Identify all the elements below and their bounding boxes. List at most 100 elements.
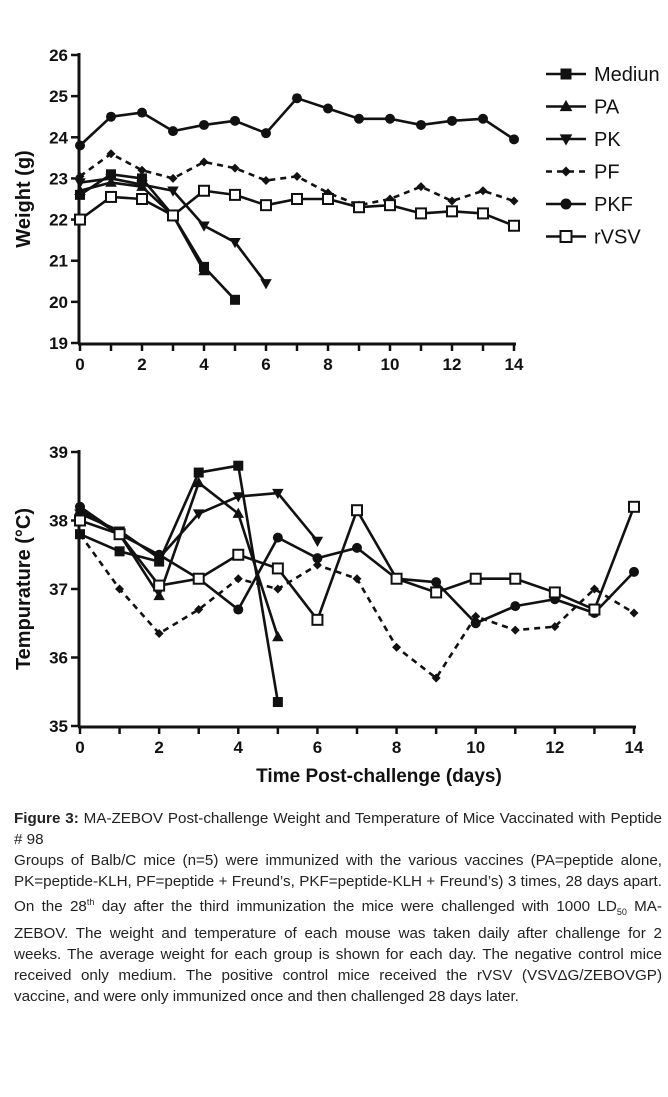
series-rvsv-point	[153, 579, 166, 592]
y-tick-label: 23	[49, 169, 68, 188]
caption-body-2: day after the third immunization the mic…	[94, 898, 617, 916]
x-tick-label: 0	[75, 738, 84, 757]
series-rvsv-point	[469, 572, 482, 585]
series-pf-point	[392, 642, 402, 652]
series-pf-point	[589, 584, 599, 594]
series-pkf-point	[106, 111, 116, 122]
y-tick-label: 35	[49, 717, 68, 736]
series-pkf-point	[272, 532, 283, 543]
series-pk-point	[311, 536, 324, 548]
series-rvsv-point	[430, 586, 443, 599]
y-tick-label: 39	[49, 443, 68, 462]
series-pkf-point	[431, 577, 442, 588]
series-rvsv-point	[271, 562, 284, 575]
caption-sub-50: 50	[616, 907, 627, 918]
series-pf-point	[447, 196, 457, 206]
series-rvsv-point	[353, 201, 365, 214]
legend-pa-label: PA	[594, 97, 620, 119]
series-pkf-point	[75, 501, 85, 512]
series-pf-point	[168, 173, 178, 183]
series-rvsv-point	[260, 199, 272, 212]
series-pa-point	[272, 630, 284, 642]
series-pa-point	[192, 476, 205, 488]
series-pk-point	[74, 178, 86, 189]
series-pf-point	[312, 560, 322, 570]
x-tick-label: 2	[154, 738, 163, 757]
series-rvsv-point	[136, 193, 148, 205]
x-tick-label: 8	[392, 738, 401, 757]
series-pk-point	[136, 180, 148, 191]
legend-pf-marker	[561, 166, 571, 177]
legend: Mediun PA PK PF PKF rVSV	[546, 64, 660, 249]
series-rvsv-point	[322, 193, 334, 205]
series-pk-point	[260, 279, 272, 290]
series-pf-point	[233, 574, 243, 584]
series-rvsv-point	[477, 207, 489, 220]
series-pa-point	[198, 265, 210, 276]
series-pf-point	[261, 175, 271, 185]
series-pf-point	[292, 171, 302, 181]
y-axis-label: Weight (g)	[13, 150, 35, 247]
y-tick-label: 38	[49, 512, 68, 531]
series-pf-point	[199, 157, 209, 167]
x-tick-label: 10	[381, 355, 400, 374]
series-rvsv-point	[415, 207, 427, 220]
series-mediun-line	[79, 464, 280, 703]
caption-body-1: Groups of Balb/C mice (n=5) were immuniz…	[14, 852, 662, 916]
x-tick-label: 0	[75, 355, 84, 374]
y-tick-label: 20	[49, 293, 68, 312]
legend-rvsv-marker	[559, 230, 573, 243]
x-tick-label: 2	[137, 355, 146, 374]
x-tick-label: 12	[443, 355, 462, 374]
series-mediun-point	[193, 467, 204, 478]
x-axis-label: Time Post-challenge (days)	[256, 766, 502, 787]
series-pk-point	[232, 492, 245, 503]
caption-sup-th: th	[86, 897, 95, 907]
x-tick-label: 4	[234, 738, 244, 757]
series-mediun-point	[137, 173, 147, 184]
series-mediun-point	[230, 294, 240, 305]
series-pkf-point	[154, 549, 165, 560]
series-rvsv-point	[291, 193, 303, 205]
series-pkf-point	[230, 115, 240, 126]
series-pf-point	[352, 574, 362, 584]
caption-body-3: MA-ZEBOV. The weight and temperature of …	[14, 898, 662, 1006]
series-pk-point	[198, 221, 210, 232]
series-rvsv-point	[113, 528, 126, 541]
series-pf-point	[629, 608, 639, 618]
x-tick-label: 14	[625, 738, 644, 757]
series-pf-point	[510, 625, 520, 635]
series-pf-point	[75, 529, 85, 539]
series-rvsv-point	[232, 548, 245, 561]
series-pkf-point	[292, 93, 302, 104]
y-tick-label: 37	[49, 580, 68, 599]
y-tick-label: 19	[49, 334, 68, 353]
series-pkf-point	[629, 566, 639, 577]
y-tick-label: 25	[49, 87, 68, 106]
y-tick-label: 26	[49, 46, 68, 65]
series-pf-point	[230, 163, 240, 173]
y-tick-label: 24	[49, 128, 68, 147]
legend-pa-marker	[559, 99, 573, 112]
series-rvsv-point	[509, 572, 522, 585]
series-pk-point	[192, 509, 205, 520]
series-rvsv-point	[192, 572, 205, 585]
series-pkf-point	[261, 128, 271, 139]
series-rvsv-point	[229, 188, 241, 201]
series-pa-line	[79, 481, 280, 638]
caption-title: MA-ZEBOV Post-challenge Weight and Tempe…	[14, 810, 662, 848]
series-pf-point	[194, 605, 204, 615]
series-pkf-point	[385, 113, 395, 124]
x-tick-label: 6	[313, 738, 322, 757]
series-rvsv-point	[351, 504, 363, 517]
series-pf-point	[509, 196, 519, 206]
series-mediun-point	[233, 460, 244, 471]
legend-pf-label: PF	[594, 162, 620, 184]
series-pkf-point	[510, 601, 521, 612]
series-pkf-point	[509, 134, 519, 145]
series-rvsv-point	[198, 184, 210, 197]
series-pf-point	[431, 673, 441, 683]
series-mediun-point	[272, 697, 283, 708]
series-pkf-point	[352, 542, 362, 553]
